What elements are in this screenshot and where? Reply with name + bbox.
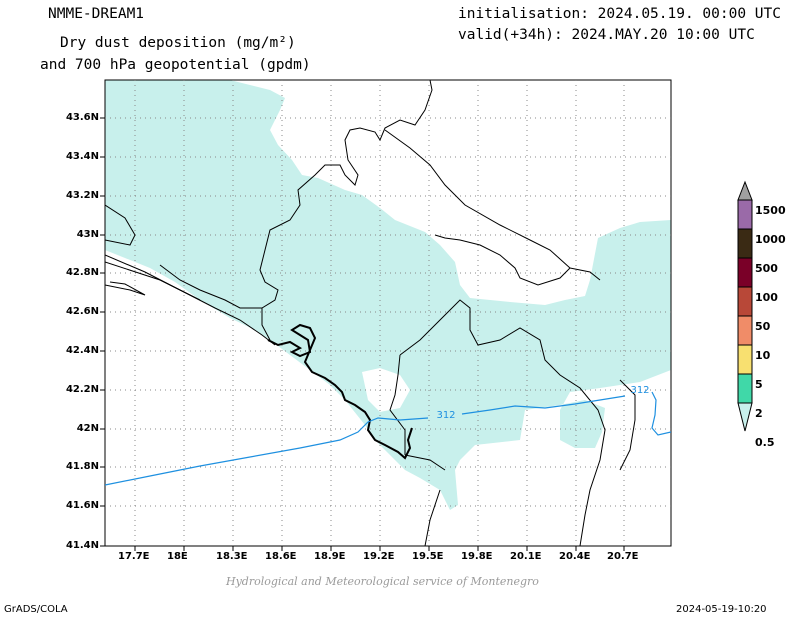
legend-swatch: [737, 199, 753, 230]
geopotential-contour-312: [105, 391, 671, 486]
latitude-label: 42N: [76, 423, 99, 434]
longitude-label: 20.4E: [559, 551, 591, 562]
longitude-label: 18.3E: [216, 551, 248, 562]
legend-colorbar: [737, 180, 753, 432]
legend-swatch: [737, 344, 753, 375]
latitude-label: 42.2N: [65, 384, 99, 395]
legend-swatch: [737, 228, 753, 259]
longitude-label: 19.2E: [363, 551, 395, 562]
init-time: initialisation: 2024.05.19. 00:00 UTC: [458, 6, 782, 22]
legend-swatch: [737, 257, 753, 288]
software-label: GrADS/COLA: [4, 604, 68, 615]
longitude-label: 19.5E: [412, 551, 444, 562]
latitude-label: 42.4N: [65, 345, 99, 356]
legend-arrow-top: [737, 180, 753, 201]
latitude-label: 41.6N: [65, 500, 99, 511]
longitude-label: 20.7E: [607, 551, 639, 562]
legend-label: 5: [755, 378, 763, 391]
latitude-label: 43.4N: [65, 151, 99, 162]
timestamp-label: 2024-05-19-10:20: [676, 604, 767, 615]
model-name: NMME-DREAM1: [48, 6, 145, 22]
latitude-label: 42.6N: [65, 306, 99, 317]
latitude-label: 43N: [76, 229, 99, 240]
valid-time: valid(+34h): 2024.MAY.20 10:00 UTC: [458, 27, 755, 43]
latitude-label: 41.4N: [65, 540, 99, 551]
legend-label: 500: [755, 262, 778, 275]
contour-label-2: 312: [630, 385, 649, 396]
legend-label: 50: [755, 320, 771, 333]
plot-frame: [104, 79, 672, 547]
legend-label: 10: [755, 349, 771, 362]
tick-marks: [100, 117, 625, 551]
legend-swatch: [737, 315, 753, 346]
longitude-label: 18.6E: [265, 551, 297, 562]
legend-arrow-bottom: [737, 402, 753, 432]
longitude-label: 20.1E: [510, 551, 542, 562]
legend-label: 2: [755, 407, 763, 420]
latitude-label: 43.2N: [65, 190, 99, 201]
legend-swatch: [737, 373, 753, 404]
coastline: [267, 323, 413, 460]
map-title-line2: and 700 hPa geopotential (gpdm): [40, 57, 311, 73]
legend-label: 1000: [755, 233, 786, 246]
latitude-label: 43.6N: [65, 112, 99, 123]
credit-text: Hydrological and Meteorological service …: [226, 575, 539, 588]
map-title-line1: Dry dust deposition (mg/m²): [60, 35, 296, 51]
longitude-label: 18.9E: [314, 551, 346, 562]
legend-label: 1500: [755, 204, 786, 217]
legend-label: 0.5: [755, 436, 775, 449]
longitude-label: 18E: [167, 551, 188, 562]
latitude-label: 42.8N: [65, 267, 99, 278]
latitude-label: 41.8N: [65, 461, 99, 472]
country-borders: [105, 80, 636, 546]
legend-swatch: [737, 286, 753, 317]
legend-label: 100: [755, 291, 778, 304]
longitude-label: 19.8E: [461, 551, 493, 562]
contour-label-1: 312: [436, 410, 455, 421]
longitude-label: 17.7E: [118, 551, 150, 562]
